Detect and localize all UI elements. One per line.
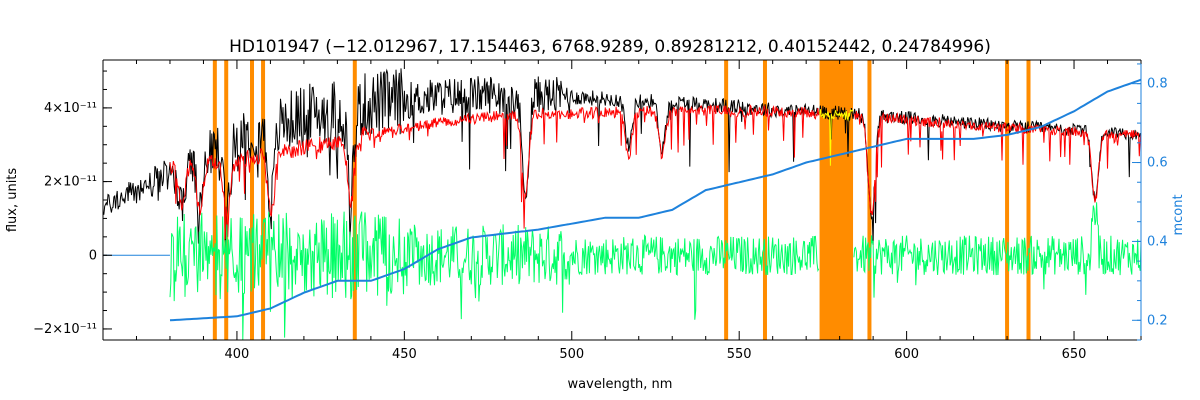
y-tick-label-2: 2×10⁻¹¹: [44, 175, 97, 190]
masked-line-8: [1005, 60, 1010, 340]
y-tick-label-3: 4×10⁻¹¹: [44, 101, 97, 116]
y2-tick-label-2: 0.6: [1147, 156, 1168, 171]
masked-line-2: [250, 60, 255, 340]
chart-title: HD101947 (−12.012967, 17.154463, 6768.92…: [229, 37, 991, 57]
model-spectrum: [169, 104, 1142, 240]
x-tick-label-0: 400: [225, 347, 250, 362]
y2-tick-label-1: 0.4: [1147, 234, 1168, 249]
x-axis-label: wavelength, nm: [568, 377, 673, 392]
y-axis: −2×10⁻¹¹ 0 2×10⁻¹¹ 4×10⁻¹¹: [33, 70, 112, 337]
right-axis: 0.2 0.4 0.6 0.8: [1132, 63, 1168, 341]
x-tick-label-1: 450: [392, 347, 417, 362]
masked-line-6: [762, 60, 767, 340]
x-tick-label-2: 500: [559, 347, 584, 362]
y2-tick-label-0: 0.2: [1147, 313, 1168, 328]
masked-line-5: [724, 60, 729, 340]
y-axis-label: flux, units: [5, 168, 20, 233]
x-tick-label-3: 550: [727, 347, 752, 362]
residual-spectrum: [169, 202, 1142, 341]
model-line: [169, 104, 1142, 240]
masked-line-3: [261, 60, 266, 340]
right-axis-label: mcont: [1171, 194, 1186, 235]
masked-line-0: [212, 60, 217, 340]
plot-frame: [102, 59, 1142, 341]
masked-band-0: [819, 60, 854, 340]
x-tick-label-5: 650: [1062, 347, 1087, 362]
mcont-curve: [103, 78, 1142, 322]
masked-line-1: [224, 60, 229, 340]
x-axis: 400 450 500 550 600 650: [135, 60, 1142, 362]
residual-line: [169, 202, 1142, 341]
masked-line-9: [1026, 60, 1031, 340]
x-tick-label-4: 600: [894, 347, 919, 362]
masked-line-4: [352, 60, 357, 340]
mcont-line: [169, 78, 1142, 322]
y2-tick-label-3: 0.8: [1147, 77, 1168, 92]
model-masked-line: [819, 108, 854, 166]
y-tick-label-0: −2×10⁻¹¹: [33, 322, 97, 337]
observed-spectrum: [102, 68, 1142, 251]
y-tick-label-1: 0: [89, 248, 97, 263]
observed-line: [102, 68, 1142, 251]
